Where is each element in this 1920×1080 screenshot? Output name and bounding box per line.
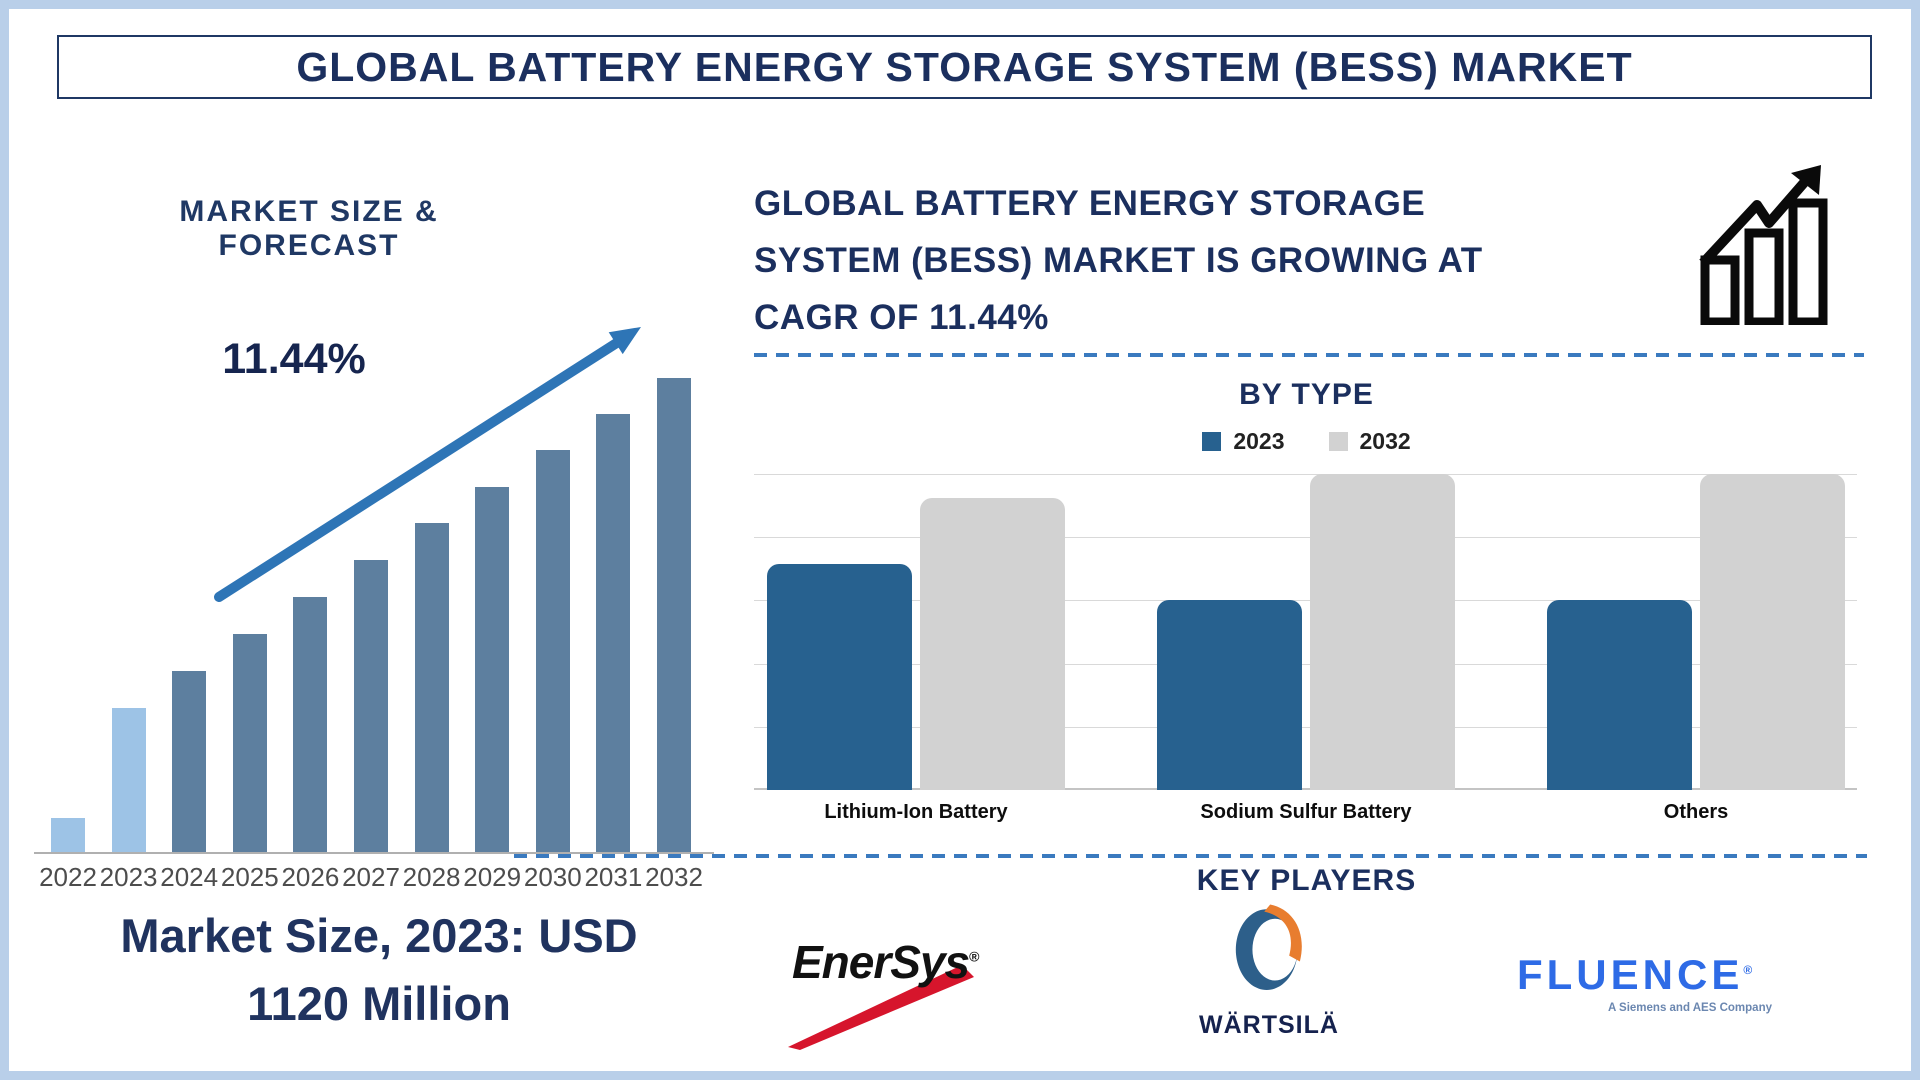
by-type-category-label: Others xyxy=(1663,801,1729,823)
market-size-bar-2032 xyxy=(657,378,691,852)
headline-line-3: CAGR OF 11.44% xyxy=(754,298,1049,337)
legend-item-2023: 2023 xyxy=(1202,428,1285,455)
wartsila-logo: WÄRTSILÄ xyxy=(1189,902,1349,1052)
market-size-bar-2029 xyxy=(475,487,510,852)
by-type-gridline xyxy=(754,600,1857,602)
market-size-bar-2026 xyxy=(293,597,328,852)
by-type-gridline xyxy=(754,474,1857,475)
market-size-bar-2025 xyxy=(232,634,267,852)
dashed-divider-bottom xyxy=(514,854,1867,858)
x-axis-label-2026: 2026 xyxy=(281,862,340,892)
x-axis-labels: 2022 2023 2024 2025 2026 2027 2028 2029 2030 2031… xyxy=(34,862,714,892)
enersys-logo: EnerSys® xyxy=(784,921,989,1053)
enersys-swoosh-icon xyxy=(788,965,974,1050)
enersys-wordmark: EnerSys® xyxy=(792,936,979,988)
x-axis-label-2028: 2028 xyxy=(402,862,461,892)
x-axis-label-2024: 2024 xyxy=(160,862,219,892)
trend-arrow-icon xyxy=(214,327,641,602)
x-axis-label-2027: 2027 xyxy=(342,862,400,892)
x-axis-label-2031: 2031 xyxy=(584,862,643,892)
by-type-baseline xyxy=(754,788,1857,790)
market-size-bar-2023 xyxy=(111,707,146,852)
by-type-bar-2032-others xyxy=(1700,474,1845,790)
growth-chart-icon xyxy=(1699,165,1828,325)
headline-line-2: SYSTEM (BESS) MARKET IS GROWING AT xyxy=(754,241,1483,280)
by-type-title: BY TYPE xyxy=(1239,378,1374,411)
by-type-gridline xyxy=(754,726,1857,728)
dashed-divider-top xyxy=(754,353,1864,357)
x-axis-line xyxy=(34,852,714,854)
market-size-line1: Market Size, 2023: USD xyxy=(120,909,638,962)
x-axis-label-2032: 2032 xyxy=(645,862,703,892)
market-size-bar-2028 xyxy=(414,523,449,852)
market-size-text: Market Size, 2023: USD 1120 Million xyxy=(79,902,679,1038)
cagr-value-label: 11.44% xyxy=(222,335,366,383)
market-size-bar-2031 xyxy=(596,414,631,852)
fluence-logo: FLUENCE® A Siemens and AES Company xyxy=(1517,951,1772,1014)
key-players-title: KEY PLAYERS xyxy=(1196,864,1417,897)
market-size-forecast-title: MARKET SIZE & FORECAST xyxy=(179,195,439,262)
right-headline: GLOBAL BATTERY ENERGY STORAGE SYSTEM (BE… xyxy=(754,175,1714,346)
market-size-line2: 1120 Million xyxy=(247,977,511,1030)
by-type-bar-2032-sodium-sulfur-battery xyxy=(1310,474,1455,790)
market-size-bar-2030 xyxy=(535,450,570,852)
headline-line-1: GLOBAL BATTERY ENERGY STORAGE xyxy=(754,184,1426,223)
wartsila-swirl-icon xyxy=(1235,904,1302,990)
by-type-category-label: Lithium-Ion Battery xyxy=(824,801,1008,823)
x-axis-label-2023: 2023 xyxy=(99,862,158,892)
by-type-bar-2023-sodium-sulfur-battery xyxy=(1157,600,1302,790)
legend-label-2023: 2023 xyxy=(1233,428,1285,454)
by-type-gridline xyxy=(754,537,1857,539)
market-size-bar-2027 xyxy=(354,560,388,852)
legend-item-2032: 2032 xyxy=(1328,428,1411,455)
market-size-chart: 2022 2023 2024 2025 2026 2027 2028 2029 2030 2031… xyxy=(34,292,714,892)
wartsila-wordmark: WÄRTSILÄ xyxy=(1199,1011,1339,1039)
by-type-bar-2023-others xyxy=(1547,600,1692,790)
legend-swatch-2023-icon xyxy=(1202,432,1222,451)
fluence-tagline: A Siemens and AES Company xyxy=(1607,1002,1772,1014)
by-type-legend: 2023 2032 xyxy=(754,428,1859,455)
page-title: GLOBAL BATTERY ENERGY STORAGE SYSTEM (BE… xyxy=(296,44,1633,90)
legend-label-2032: 2032 xyxy=(1359,428,1411,454)
market-size-bar-2024 xyxy=(172,670,207,852)
fluence-wordmark: FLUENCE® xyxy=(1517,951,1757,998)
by-type-category-labels: Lithium-Ion Battery Sodium Sulfur Battery… xyxy=(721,801,1891,835)
by-type-bar-2023-lithium-ion-battery xyxy=(767,564,912,790)
x-axis-label-2025: 2025 xyxy=(220,862,279,892)
legend-swatch-2032-icon xyxy=(1328,432,1348,451)
by-type-gridline xyxy=(754,663,1857,665)
by-type-bar-2032-lithium-ion-battery xyxy=(920,497,1065,790)
x-axis-label-2022: 2022 xyxy=(39,862,97,892)
market-size-bar-2022 xyxy=(51,817,85,852)
x-axis-label-2029: 2029 xyxy=(463,862,522,892)
title-box: GLOBAL BATTERY ENERGY STORAGE SYSTEM (BE… xyxy=(57,35,1872,99)
by-type-category-label: Sodium Sulfur Battery xyxy=(1200,801,1412,823)
by-type-chart xyxy=(754,474,1859,790)
x-axis-label-2030: 2030 xyxy=(523,862,582,892)
